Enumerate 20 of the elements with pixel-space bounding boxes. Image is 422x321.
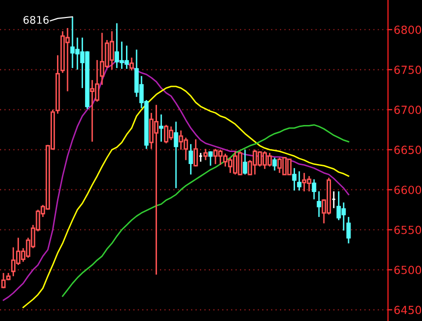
y-tick-label: 6600 (394, 186, 422, 194)
candlestick (188, 143, 193, 176)
candlestick (346, 216, 351, 244)
y-tick-label: 6650 (394, 146, 422, 154)
y-tick-label: 6700 (394, 106, 422, 114)
y-tick-label: 6750 (394, 66, 422, 74)
y-tick-label: 6450 (394, 306, 422, 314)
line-series (22, 86, 350, 308)
annotation: 6816 (24, 16, 49, 24)
candlestick (174, 120, 178, 189)
candlestick (297, 170, 302, 192)
candlestick (159, 114, 164, 142)
y-tick-label: 6800 (394, 26, 422, 34)
candlestick (129, 56, 134, 72)
candlestick (332, 190, 336, 209)
candlestick (292, 167, 296, 192)
candlestick (316, 190, 322, 218)
y-tick-label: 6550 (394, 226, 422, 234)
line-series (62, 124, 350, 297)
y-tick-label: 6500 (394, 266, 422, 274)
